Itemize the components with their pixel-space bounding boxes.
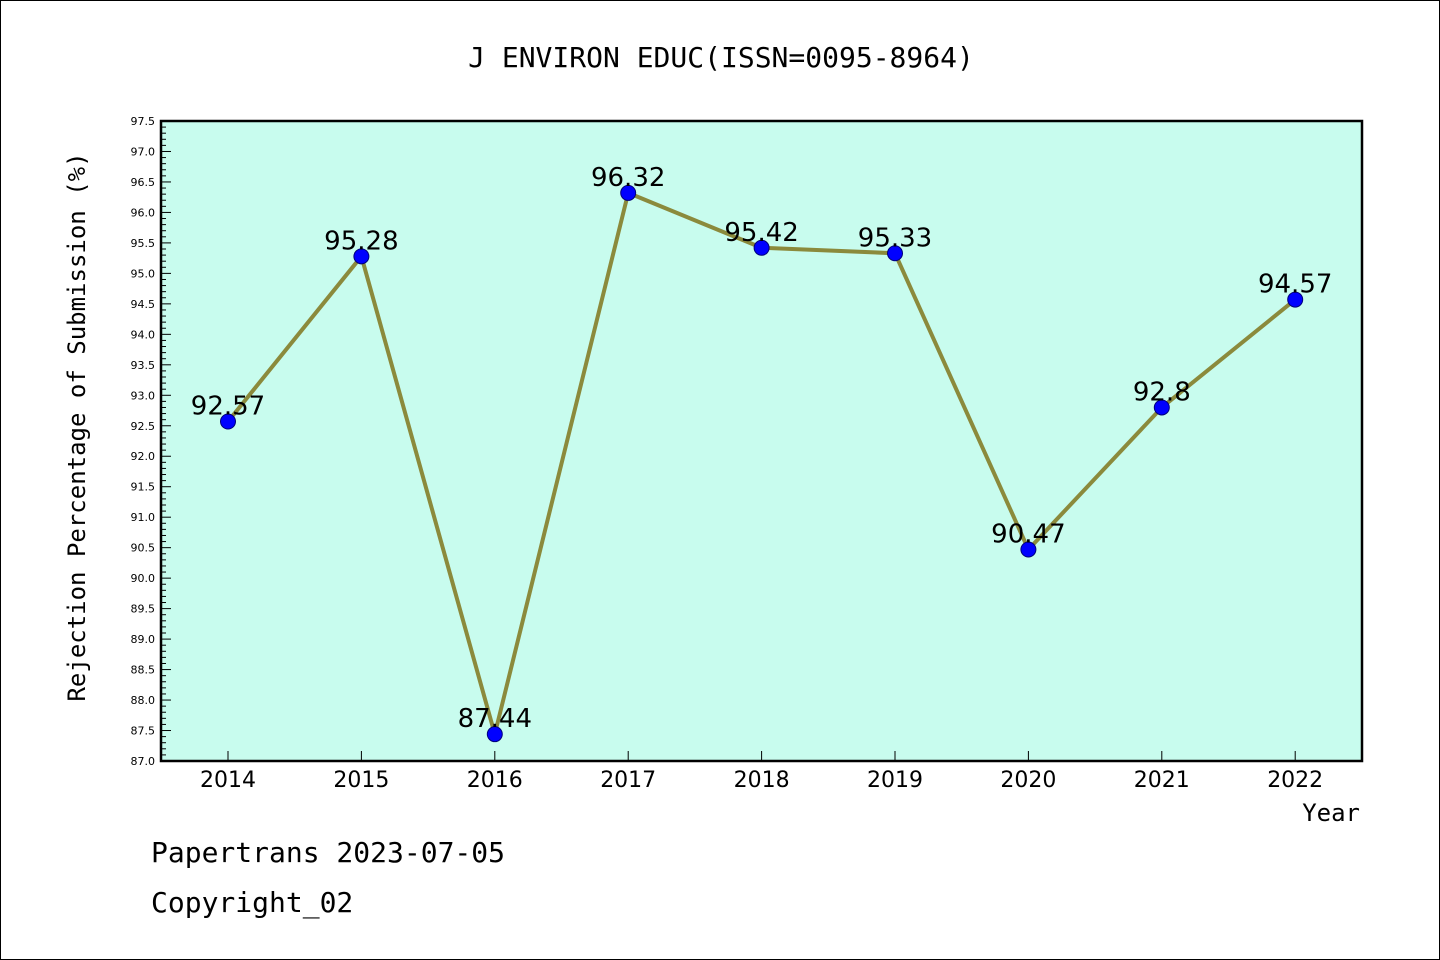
y-tick-label: 94.0 xyxy=(131,328,156,341)
plot-border xyxy=(159,119,1364,763)
x-tick-label: 2020 xyxy=(1000,768,1056,793)
data-point xyxy=(753,239,770,256)
data-point xyxy=(486,726,503,743)
y-tick-label: 97.0 xyxy=(131,145,156,158)
data-label: 87.44 xyxy=(458,704,532,734)
y-tick-label: 92.0 xyxy=(131,450,156,463)
y-tick-label: 91.0 xyxy=(131,511,156,524)
x-tick-label: 2019 xyxy=(867,768,923,793)
x-tick-label: 2018 xyxy=(734,768,790,793)
y-tick-label: 97.5 xyxy=(131,115,156,128)
y-tick-label: 88.5 xyxy=(131,664,156,677)
y-tick-label: 87.5 xyxy=(131,725,156,738)
x-axis-label: Year xyxy=(1302,799,1360,827)
x-tick-label: 2015 xyxy=(333,768,389,793)
data-label: 92.57 xyxy=(191,391,265,421)
y-tick-label: 94.5 xyxy=(131,298,156,311)
data-point xyxy=(220,413,236,430)
data-label: 92.8 xyxy=(1133,377,1191,407)
y-axis-label: Rejection Percentage of Submission (%) xyxy=(63,152,91,701)
data-point xyxy=(1287,291,1304,308)
x-tick-label: 2022 xyxy=(1267,768,1323,793)
y-tick-label: 93.5 xyxy=(131,359,156,372)
x-tick-label: 2021 xyxy=(1134,768,1190,793)
y-tick-label: 89.0 xyxy=(131,633,156,646)
x-tick-label: 2017 xyxy=(600,768,656,793)
y-tick-label: 88.0 xyxy=(131,694,156,707)
footer-copyright: Copyright_02 xyxy=(151,886,354,919)
chart-title: J ENVIRON EDUC(ISSN=0095-8964) xyxy=(468,41,974,74)
footer-date: Papertrans 2023-07-05 xyxy=(151,836,506,869)
data-point xyxy=(353,248,370,265)
y-tick-label: 90.5 xyxy=(131,542,156,555)
data-point xyxy=(620,184,637,201)
data-label: 95.28 xyxy=(324,226,398,256)
y-tick-label: 87.0 xyxy=(131,755,156,768)
y-tick-label: 93.0 xyxy=(131,389,156,402)
y-tick-label: 90.0 xyxy=(131,572,156,585)
y-tick-label: 89.5 xyxy=(131,603,156,616)
x-tick-label: 2014 xyxy=(200,768,256,793)
data-label: 95.33 xyxy=(858,223,932,253)
data-point xyxy=(1020,541,1037,558)
y-tick-label: 91.5 xyxy=(131,481,156,494)
y-tick-label: 92.5 xyxy=(131,420,156,433)
data-label: 90.47 xyxy=(991,519,1065,549)
y-tick-label: 95.5 xyxy=(131,237,156,250)
data-label: 96.32 xyxy=(591,163,665,193)
data-label: 95.42 xyxy=(724,218,798,248)
data-point xyxy=(1153,399,1170,416)
data-label: 94.57 xyxy=(1258,270,1332,300)
y-tick-label: 96.5 xyxy=(131,176,156,189)
y-tick-label: 95.0 xyxy=(131,267,156,280)
data-point xyxy=(887,245,903,262)
x-tick-label: 2016 xyxy=(467,768,523,793)
plot-area xyxy=(161,121,1362,761)
y-tick-label: 96.0 xyxy=(131,206,156,219)
